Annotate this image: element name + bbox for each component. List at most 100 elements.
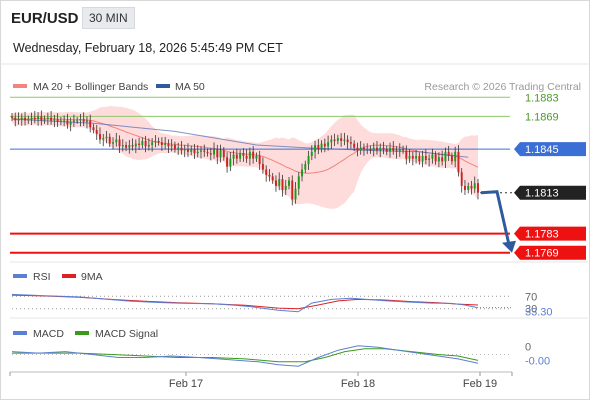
macd-signal-line	[12, 348, 479, 363]
candle-body	[317, 145, 320, 150]
candle-body	[291, 180, 294, 200]
level-label-1.1845: 1.1845	[525, 144, 559, 156]
candle-body	[288, 180, 290, 186]
candle-body	[268, 175, 271, 177]
candle-body	[180, 147, 183, 151]
candle-body	[190, 149, 193, 152]
x-tick-label-1: Feb 18	[341, 378, 375, 390]
candle-body	[457, 151, 460, 173]
candle-body	[187, 149, 189, 152]
candle-body	[434, 154, 437, 162]
candle-body	[134, 143, 137, 147]
candle-body	[336, 138, 339, 141]
level-tag-1.1845	[514, 142, 586, 157]
candle-body	[56, 119, 59, 122]
level-label-1.1813: 1.1813	[525, 188, 559, 200]
candle-body	[402, 149, 405, 151]
rsi-tick-30: 30	[525, 304, 537, 316]
macd-current-label: -0.00	[525, 356, 550, 368]
candle-body	[43, 119, 46, 121]
candle-body	[385, 149, 388, 152]
candle-body	[82, 119, 85, 122]
macd-tick-0: 0	[525, 342, 531, 354]
candle-body	[323, 143, 326, 147]
candle-body	[144, 140, 147, 147]
candle-body	[50, 117, 53, 121]
candle-body	[213, 149, 216, 155]
candle-body	[229, 158, 232, 167]
candle-body	[301, 169, 303, 177]
legend-macd-signal-swatch	[75, 331, 89, 335]
candle-body	[92, 127, 95, 130]
candle-body	[72, 120, 75, 122]
candle-body	[242, 153, 245, 156]
level-label-1.1783: 1.1783	[525, 229, 559, 241]
legend-ma50-label: MA 50	[175, 81, 205, 93]
level-tag-1.1813	[514, 185, 586, 200]
candle-body	[431, 154, 434, 159]
legend-ma20-label: MA 20 + Bollinger Bands	[33, 81, 148, 93]
candle-body	[473, 183, 476, 189]
candle-body	[274, 180, 277, 186]
candle-body	[278, 179, 281, 186]
candle-body	[398, 149, 401, 152]
candle-body	[112, 142, 114, 144]
candle-body	[382, 147, 385, 150]
candle-body	[147, 145, 150, 147]
candle-body	[252, 151, 255, 159]
candle-body	[415, 155, 418, 159]
candle-body	[79, 119, 82, 121]
candle-body	[226, 157, 229, 167]
symbol-label: EUR/USD	[11, 10, 79, 27]
candle-body	[206, 151, 209, 154]
candle-body	[125, 145, 128, 148]
rsi-current-label: 33.30	[525, 307, 553, 319]
level-label-1.1869: 1.1869	[525, 111, 559, 123]
candle-body	[232, 154, 235, 159]
candle-body	[154, 140, 157, 143]
candle-body	[102, 138, 105, 140]
candle-body	[356, 147, 359, 151]
candle-body	[441, 157, 444, 162]
candle-body	[477, 183, 479, 193]
candle-body	[411, 155, 414, 159]
candle-body	[177, 147, 180, 150]
candle-body	[239, 153, 242, 159]
candle-body	[85, 120, 88, 122]
candle-body	[297, 176, 300, 189]
candle-body	[157, 140, 160, 143]
candle-body	[99, 134, 101, 140]
ma20-line	[11, 117, 479, 174]
candle-body	[196, 151, 199, 154]
candle-body	[330, 139, 333, 143]
candle-body	[46, 117, 49, 120]
candle-body	[63, 120, 66, 122]
legend-ma20-swatch	[13, 84, 27, 88]
candle-body	[69, 121, 72, 125]
candle-body	[11, 116, 13, 118]
candle-body	[108, 136, 111, 144]
candle-body	[95, 130, 98, 135]
level-tag-1.1783	[514, 226, 586, 241]
candle-body	[40, 116, 43, 121]
timeframe-button[interactable]: 30 MIN	[82, 7, 135, 29]
candle-body	[333, 139, 336, 141]
candle-body	[428, 158, 431, 160]
candle-body	[281, 179, 284, 190]
candle-body	[307, 155, 310, 165]
legend-macd-label: MACD	[33, 328, 64, 340]
candle-body	[408, 155, 411, 159]
candle-body	[121, 145, 124, 147]
candle-body	[405, 150, 408, 159]
candle-body	[454, 151, 457, 162]
legend-rsi-label: RSI	[33, 271, 51, 283]
candle-body	[284, 185, 287, 190]
candle-body	[379, 147, 382, 151]
candle-body	[170, 145, 173, 147]
candle-body	[418, 155, 421, 162]
candle-body	[343, 139, 346, 141]
forecast-arrow-head	[502, 240, 516, 253]
candle-body	[14, 117, 17, 121]
candle-body	[131, 145, 134, 147]
